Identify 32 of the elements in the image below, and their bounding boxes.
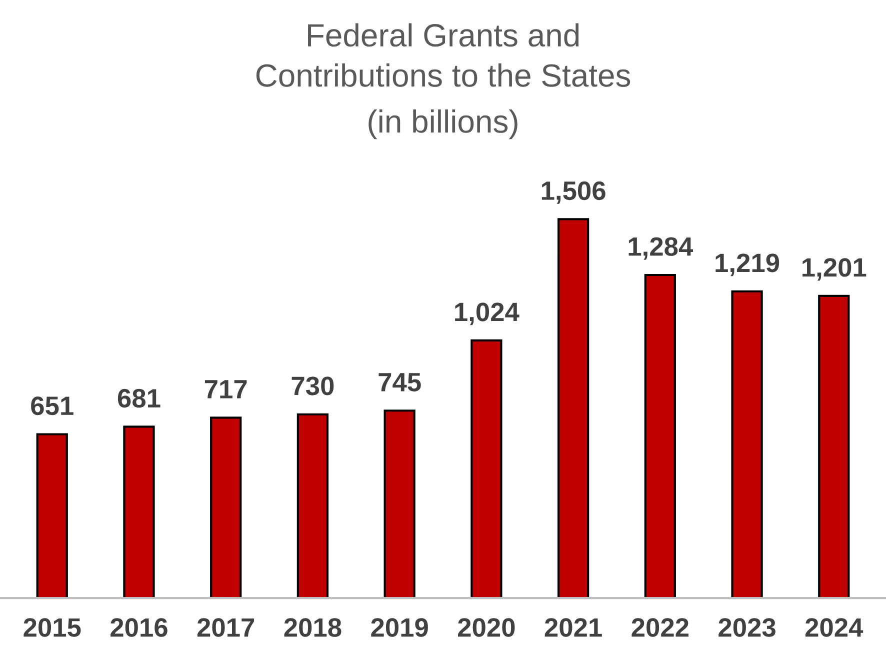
bar bbox=[384, 410, 416, 598]
x-tick-label: 2023 bbox=[718, 618, 776, 637]
data-label: 745 bbox=[378, 373, 421, 392]
bar bbox=[818, 294, 850, 598]
bar bbox=[210, 416, 242, 598]
x-tick-label: 2022 bbox=[632, 618, 688, 637]
bar bbox=[470, 339, 502, 598]
x-tick-label: 2017 bbox=[197, 618, 254, 637]
bar bbox=[731, 290, 763, 598]
data-label: 1,201 bbox=[802, 258, 866, 281]
data-label: 681 bbox=[118, 388, 160, 408]
data-label: 730 bbox=[292, 376, 334, 396]
x-tick-label: 2015 bbox=[24, 618, 81, 637]
x-tick-label: 2021 bbox=[544, 618, 602, 637]
x-tick-label: 2016 bbox=[110, 618, 168, 637]
data-label: 1,024 bbox=[455, 302, 520, 326]
x-tick-label: 2018 bbox=[284, 618, 342, 637]
bar bbox=[123, 426, 155, 598]
bar bbox=[36, 433, 68, 598]
data-label: 1,506 bbox=[542, 181, 606, 204]
chart-title: Federal Grants and Contributions to the States bbox=[256, 23, 630, 87]
x-tick-label: 2020 bbox=[458, 618, 515, 637]
data-label: 1,219 bbox=[716, 254, 780, 276]
chart-subtitle: (in billions) bbox=[368, 109, 518, 140]
data-label: 1,284 bbox=[628, 237, 694, 260]
x-tick-label: 2024 bbox=[805, 618, 864, 637]
bar bbox=[644, 274, 676, 598]
bar bbox=[296, 413, 329, 598]
data-label: 651 bbox=[31, 396, 74, 416]
data-label: 717 bbox=[204, 380, 247, 398]
bar bbox=[557, 218, 590, 598]
x-tick-label: 2019 bbox=[371, 618, 428, 637]
